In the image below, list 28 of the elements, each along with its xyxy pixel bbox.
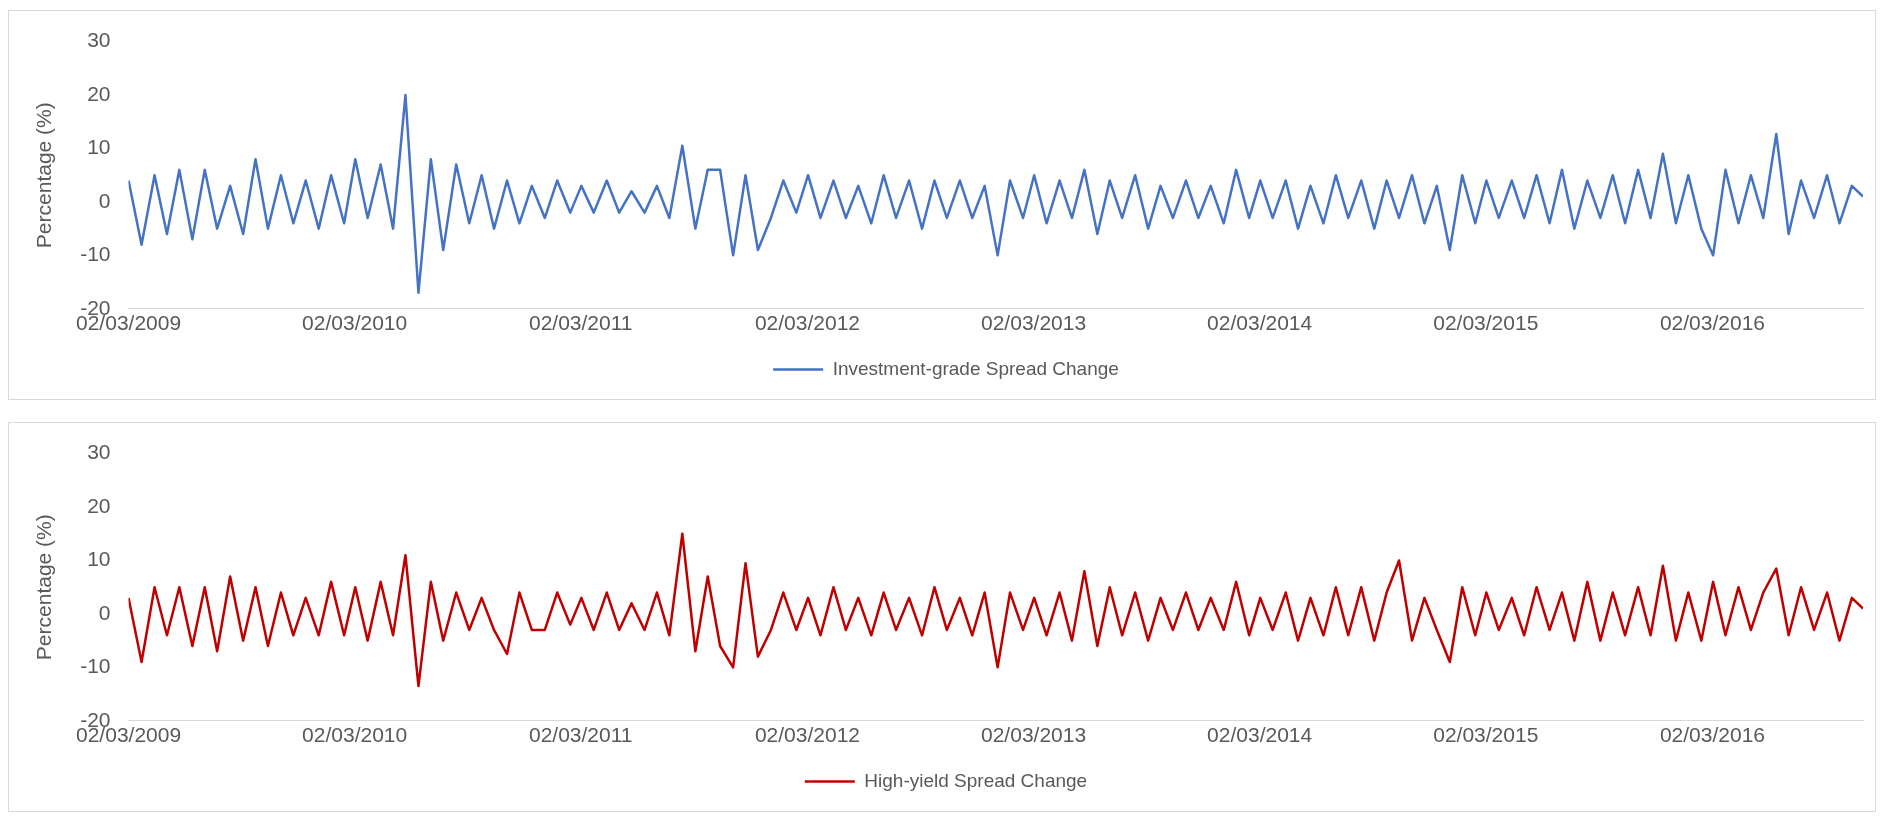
x-tick-label: 02/03/2015 bbox=[1433, 311, 1539, 335]
x-tick-label: 02/03/2011 bbox=[528, 723, 633, 747]
x-tick-label: 02/03/2012 bbox=[754, 723, 861, 747]
y-tick-label: 10 bbox=[87, 547, 111, 571]
x-tick-label: 02/03/2014 bbox=[1207, 723, 1313, 747]
x-tick-label: 02/03/2010 bbox=[302, 311, 408, 335]
y-tick-label: 30 bbox=[87, 440, 111, 464]
legend-label: Investment-grade Spread Change bbox=[832, 357, 1119, 379]
y-axis-title: Percentage (%) bbox=[32, 514, 56, 661]
y-tick-label: -10 bbox=[80, 654, 111, 678]
x-tick-label: 02/03/2015 bbox=[1433, 723, 1539, 747]
legend-label: High-yield Spread Change bbox=[864, 769, 1088, 791]
x-tick-label: 02/03/2014 bbox=[1207, 311, 1313, 335]
x-tick-label: 02/03/2012 bbox=[754, 311, 861, 335]
y-tick-label: 10 bbox=[87, 135, 111, 159]
y-tick-label: 20 bbox=[87, 493, 111, 517]
y-axis-title: Percentage (%) bbox=[32, 102, 56, 249]
y-tick-label: 0 bbox=[98, 600, 111, 624]
y-tick-label: 0 bbox=[98, 188, 111, 212]
x-tick-label: 02/03/2011 bbox=[528, 311, 633, 335]
x-tick-label: 02/03/2013 bbox=[981, 723, 1087, 747]
y-tick-label: 30 bbox=[87, 28, 111, 52]
x-tick-label: 02/03/2013 bbox=[981, 311, 1087, 335]
x-tick-label: 02/03/2016 bbox=[1659, 311, 1766, 335]
y-tick-label: -10 bbox=[80, 242, 111, 266]
x-tick-label: 02/03/2010 bbox=[302, 723, 408, 747]
y-tick-label: 20 bbox=[87, 81, 111, 105]
x-tick-label: 02/03/2016 bbox=[1659, 723, 1766, 747]
